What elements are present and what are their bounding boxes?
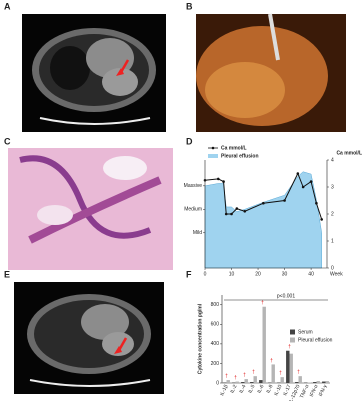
ca-point — [320, 218, 323, 221]
y-tick-label: 400 — [211, 341, 220, 347]
x-tick-label: IL-4 — [238, 384, 247, 395]
panel-label: A — [4, 1, 11, 11]
significance-mark: † — [252, 369, 255, 375]
x-axis-label: Week — [330, 271, 343, 277]
ca-point — [235, 207, 239, 210]
y-tick-label: Mild — [193, 230, 202, 236]
y-tick-label: 0 — [216, 380, 219, 386]
histology-image-c — [8, 148, 173, 270]
panel-label: F — [186, 269, 192, 279]
x-tick-label: IL-10 — [273, 384, 283, 397]
x-tick-label: IL-2 — [229, 384, 238, 395]
y-axis-label: Cytokine concentration pg/ml — [197, 303, 203, 374]
significance-mark: † — [243, 372, 246, 378]
ca-point — [315, 201, 318, 205]
legend-swatch — [290, 329, 295, 335]
bar — [322, 381, 326, 383]
bar — [325, 381, 329, 383]
bar — [250, 382, 254, 383]
bar — [226, 380, 230, 383]
legend-dot — [211, 146, 215, 150]
panel-label: D — [186, 136, 193, 146]
legend-label: Pleural effusion — [221, 153, 259, 159]
legend-label: Pleural effusion — [298, 337, 333, 343]
legend-label: Ca mmol/L — [221, 145, 247, 151]
significance-mark: † — [270, 358, 273, 364]
ca-point — [243, 210, 247, 213]
bar — [316, 381, 320, 383]
x-tick-label: 40 — [308, 271, 314, 277]
bar — [241, 382, 245, 383]
ca-point — [262, 201, 265, 205]
ca-point — [309, 180, 313, 183]
endoscopy-image-b — [196, 13, 346, 132]
x-tick-label: 10 — [229, 271, 235, 277]
ct-image-a — [22, 14, 166, 132]
panel-label: C — [4, 136, 11, 146]
y-tick-label: Medium — [184, 207, 202, 213]
bar — [280, 377, 284, 383]
significance-mark: † — [297, 369, 300, 375]
bar — [298, 376, 302, 383]
x-tick-label: IL-6 — [256, 384, 265, 395]
y-tick-label: Massive — [184, 183, 203, 189]
x-tick-label: 30 — [282, 271, 288, 277]
y-tick-label: 600 — [211, 322, 220, 328]
ca-point — [301, 185, 305, 189]
x-tick-label: IL-17 — [282, 384, 292, 397]
bar — [262, 306, 266, 383]
y2-axis-label: Ca mmol/L — [336, 150, 362, 156]
y-tick-label: 200 — [211, 361, 220, 367]
ct-image-e — [14, 282, 164, 394]
significance-mark: † — [279, 370, 282, 376]
bar — [253, 376, 257, 383]
ca-line — [204, 172, 323, 220]
annotation: p<0.001 — [277, 293, 295, 299]
ca-point — [283, 199, 286, 202]
panel-label: B — [186, 1, 193, 11]
y-tick-label: 800 — [211, 302, 220, 308]
bar — [244, 379, 248, 383]
ca-point — [224, 212, 228, 216]
legend-swatch — [208, 154, 218, 158]
x-tick-label: 0 — [204, 271, 207, 277]
ca-point — [216, 177, 220, 181]
bar — [289, 353, 293, 383]
ca-point — [222, 180, 225, 183]
y2-tick-label: 3 — [331, 184, 334, 190]
bar — [313, 382, 317, 383]
x-tick-label: TNF-α — [299, 384, 311, 400]
y2-tick-label: 4 — [331, 157, 334, 163]
significance-mark: † — [234, 375, 237, 381]
x-tick-label: IFN-α — [309, 384, 320, 398]
ca-point — [296, 172, 300, 175]
significance-mark: † — [261, 300, 264, 306]
significance-mark: † — [225, 373, 228, 379]
x-tick-label: IL-1β — [219, 384, 229, 397]
y2-tick-label: 1 — [331, 238, 334, 244]
significance-mark: † — [288, 344, 291, 350]
y2-tick-label: 0 — [331, 265, 334, 271]
x-tick-label: IL-5 — [247, 384, 256, 395]
legend-label: Serum — [298, 329, 313, 335]
x-tick-label: IFN-γ — [318, 383, 329, 397]
bar — [259, 380, 263, 383]
bar — [271, 364, 275, 383]
x-tick-label: 20 — [255, 271, 261, 277]
bar — [235, 381, 239, 383]
panel-label: E — [4, 269, 10, 279]
y2-tick-label: 2 — [331, 211, 334, 217]
x-tick-label: IL-8 — [265, 384, 274, 395]
ca-point — [230, 212, 233, 216]
bar — [295, 382, 299, 383]
bar — [286, 350, 290, 383]
legend-swatch — [290, 337, 295, 343]
